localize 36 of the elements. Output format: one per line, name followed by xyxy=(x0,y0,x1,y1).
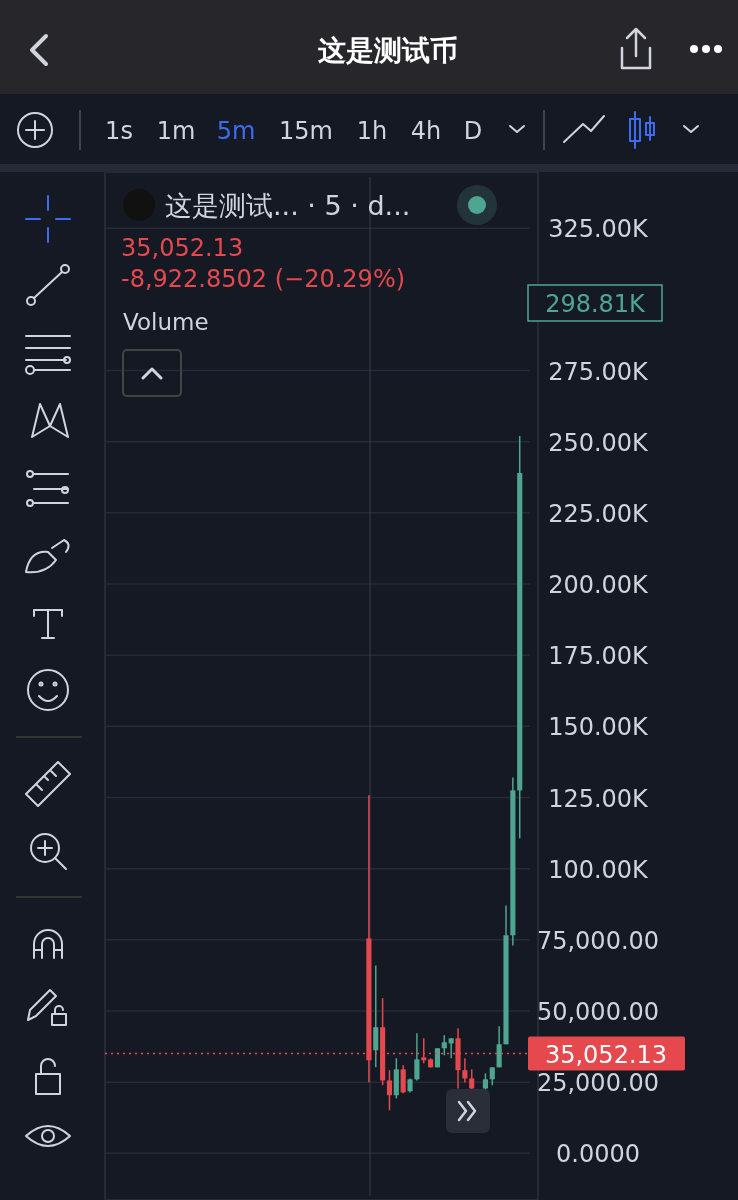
y-tick-label: 200.00K xyxy=(548,571,650,600)
y-tick-label: 0.0000 xyxy=(556,1140,640,1169)
ref-line-label: 35,052.13 xyxy=(544,1040,668,1069)
candlestick xyxy=(469,1068,475,1091)
candlestick xyxy=(373,964,379,1069)
candlestick xyxy=(414,1032,420,1082)
candlestick xyxy=(386,1069,393,1112)
text: 4h xyxy=(410,117,442,145)
y-tick-label: 325.00K xyxy=(548,215,650,244)
candlestick xyxy=(462,1057,468,1084)
candlestick xyxy=(496,1025,502,1069)
y-tick-label: 250.00K xyxy=(548,428,650,457)
text: 298.81K xyxy=(545,290,647,318)
annotation: -8,922.8502 (−20.29%) xyxy=(121,265,406,293)
text: 1h xyxy=(356,117,388,145)
y-tick-label: 225.00K xyxy=(548,499,650,528)
y-tick-label: 275.00K xyxy=(548,357,650,386)
y-tick-label: 50,000.00 xyxy=(536,997,660,1026)
text: D xyxy=(463,117,483,145)
y-tick-label: 150.00K xyxy=(548,713,650,742)
annotation: Volume xyxy=(123,309,209,335)
y-tick-label: 125.00K xyxy=(548,784,650,813)
text: 这是测试... · 5 · d... xyxy=(165,190,411,221)
chart-title: 这是测试币 xyxy=(318,34,458,67)
text: 1m xyxy=(156,117,196,145)
candlestick xyxy=(448,1037,454,1059)
y-tick-label: 175.00K xyxy=(548,642,650,671)
text: 5m xyxy=(216,117,256,145)
annotation: 35,052.13 xyxy=(121,234,244,262)
y-tick-label: 100.00K xyxy=(548,855,650,884)
y-tick-label: 75,000.00 xyxy=(536,926,660,955)
text: 1s xyxy=(105,117,133,145)
candlestick xyxy=(441,1034,447,1057)
candlestick xyxy=(400,1064,406,1094)
y-tick-label: 25,000.00 xyxy=(536,1069,660,1098)
text: 15m xyxy=(279,117,333,145)
